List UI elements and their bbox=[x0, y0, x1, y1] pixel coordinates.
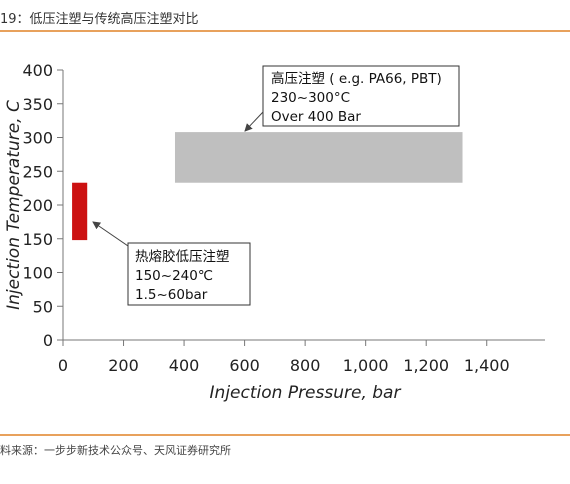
low-pressure-callout-arrow bbox=[92, 221, 129, 247]
x-tick-label: 0 bbox=[58, 356, 68, 375]
chart: 0 50 100 150 200 250 300 350 400 0 200 400 600 800 1,0… bbox=[4, 61, 545, 403]
high-pressure-callout-line: 230~300°C bbox=[271, 90, 350, 106]
y-tick-label: 250 bbox=[22, 162, 53, 181]
y-tick-label: 300 bbox=[22, 129, 53, 148]
x-tick-label: 400 bbox=[169, 356, 200, 375]
x-tick-label: 200 bbox=[108, 356, 139, 375]
x-tick-label: 1,000 bbox=[343, 356, 389, 375]
figure-title: 19：低压注塑与传统高压注塑对比 bbox=[0, 12, 199, 27]
low-pressure-callout-line: 热熔胶低压注塑 bbox=[135, 248, 230, 265]
low-pressure-callout-line: 150~240℃ bbox=[135, 268, 213, 284]
source-divider bbox=[0, 434, 570, 436]
figure-source: 料来源：一步步新技术公众号、天风证券研究所 bbox=[0, 444, 231, 457]
x-tick-label: 600 bbox=[229, 356, 260, 375]
y-tick-label: 200 bbox=[22, 196, 53, 215]
title-divider bbox=[0, 30, 570, 32]
high-pressure-callout-line: Over 400 Bar bbox=[271, 109, 361, 125]
y-tick-label: 0 bbox=[43, 331, 53, 350]
high-pressure-callout-box bbox=[262, 65, 460, 127]
low-pressure-range-box bbox=[72, 182, 88, 241]
x-tick-label: 1,200 bbox=[403, 356, 449, 375]
y-tick-label: 400 bbox=[22, 61, 53, 80]
x-tick-label: 800 bbox=[290, 356, 321, 375]
y-axis-title: Injection Temperature, C bbox=[4, 100, 24, 310]
y-tick-label: 350 bbox=[22, 95, 53, 114]
x-tick-label: 1,400 bbox=[464, 356, 510, 375]
y-tick-label: 50 bbox=[33, 297, 53, 316]
high-pressure-callout-line: 高压注塑 ( e.g. PA66, PBT) bbox=[271, 70, 442, 87]
high-pressure-range-box bbox=[174, 132, 463, 183]
low-pressure-callout-box bbox=[127, 242, 251, 306]
y-tick-label: 150 bbox=[22, 230, 53, 249]
high-pressure-callout-arrow bbox=[244, 111, 264, 132]
x-axis-title: Injection Pressure, bar bbox=[210, 383, 402, 403]
y-tick-label: 100 bbox=[22, 264, 53, 283]
low-pressure-callout-line: 1.5~60bar bbox=[135, 287, 208, 303]
